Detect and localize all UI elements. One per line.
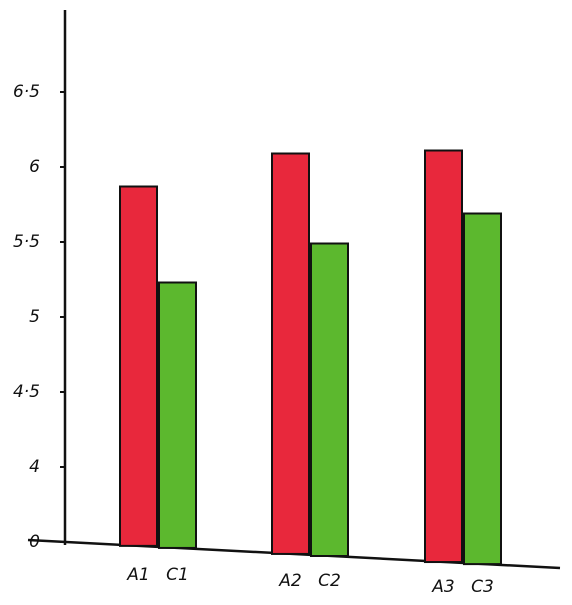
y-tick-label: 4·5 (13, 382, 40, 402)
bar (310, 242, 349, 557)
bar (158, 281, 197, 549)
x-tick-label: A1 (126, 565, 149, 585)
x-tick-label: A3 (431, 577, 454, 597)
bar (424, 149, 463, 564)
y-tick-label: 4 (29, 457, 40, 477)
y-tick-label: 0 (29, 532, 40, 552)
y-tick-label: 5 (29, 307, 40, 327)
bar (119, 185, 158, 547)
x-tick-label: C3 (471, 577, 494, 597)
x-tick-label: C2 (318, 571, 341, 591)
y-tick-label: 6·5 (13, 82, 40, 102)
x-tick-label: C1 (166, 565, 189, 585)
bar (463, 212, 502, 566)
x-tick-label: A2 (278, 571, 301, 591)
y-tick-label: 5·5 (13, 232, 40, 252)
y-tick-label: 6 (29, 157, 40, 177)
bar (271, 152, 310, 555)
